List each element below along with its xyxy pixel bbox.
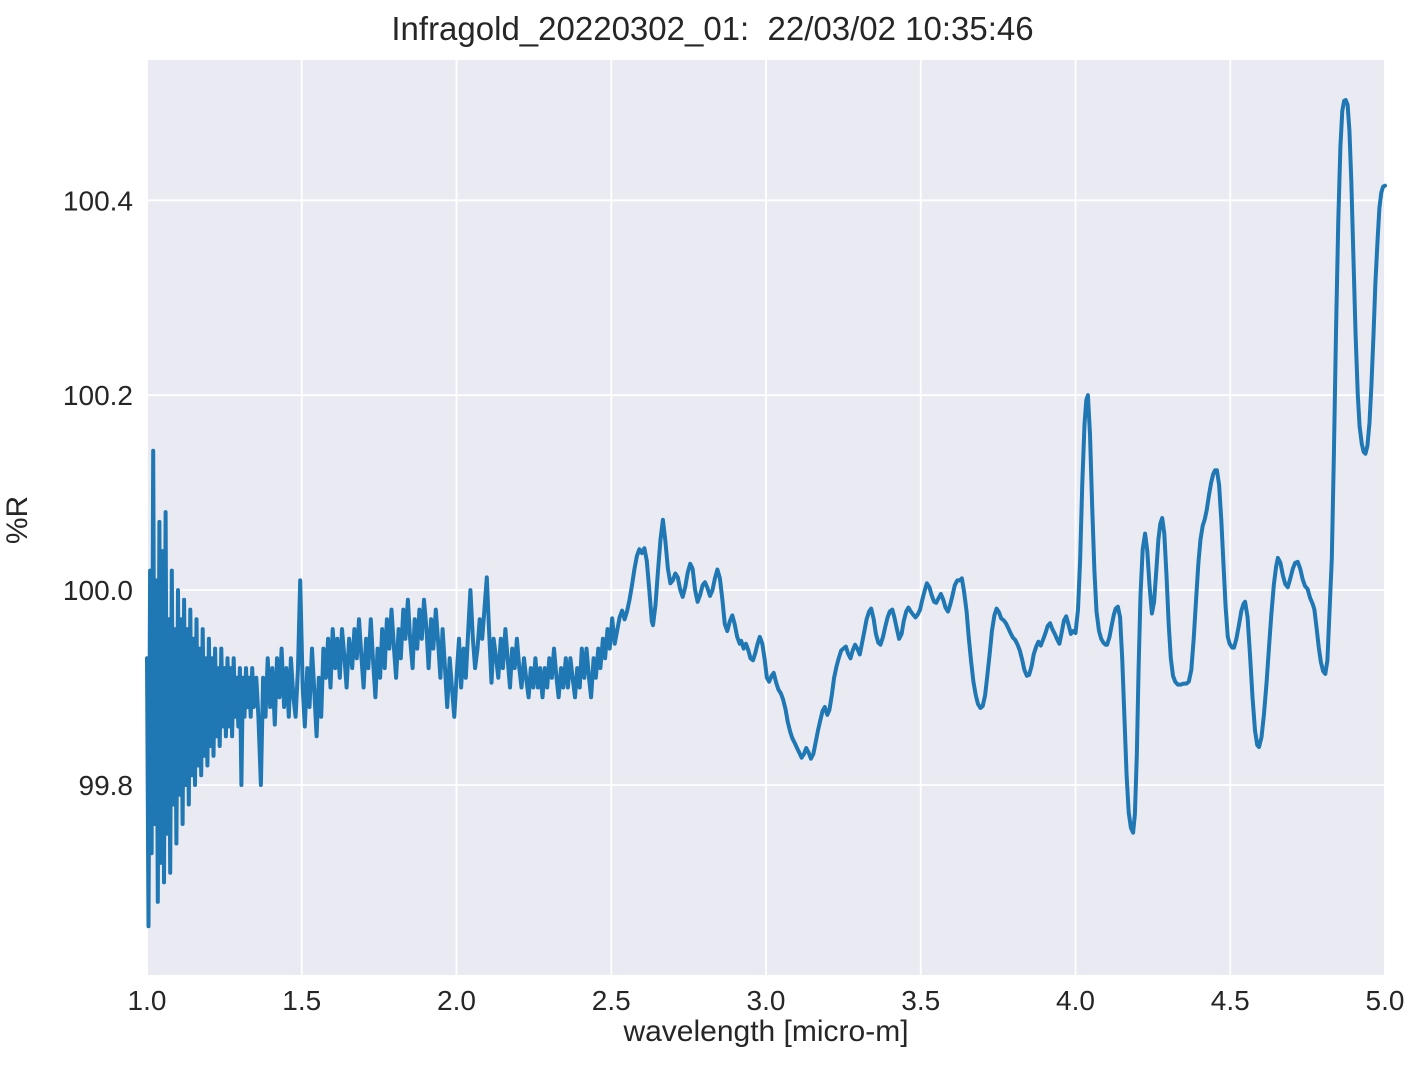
x-tick-label: 5.0 xyxy=(1366,985,1405,1016)
y-tick-label: 100.4 xyxy=(63,185,133,216)
x-tick-label: 1.0 xyxy=(128,985,167,1016)
x-tick-label: 4.5 xyxy=(1211,985,1250,1016)
x-tick-label: 3.0 xyxy=(747,985,786,1016)
x-axis-label: wavelength [micro-m] xyxy=(623,1015,909,1048)
x-tick-label: 2.5 xyxy=(592,985,631,1016)
y-tick-label: 99.8 xyxy=(79,770,134,801)
series-line xyxy=(145,98,1387,929)
chart-title: Infragold_20220302_01: 22/03/02 10:35:46 xyxy=(391,10,1034,47)
y-tick-label: 100.2 xyxy=(63,380,133,411)
tick-labels: 1.0 1.5 2.0 2.5 3.0 3.5 4.0 4.5 5.0 99.8 100.0 100.… xyxy=(63,185,1405,1016)
y-tick-label: 100.0 xyxy=(63,575,133,606)
x-tick-label: 2.0 xyxy=(437,985,476,1016)
x-tick-label: 1.5 xyxy=(282,985,321,1016)
x-tick-label: 3.5 xyxy=(901,985,940,1016)
y-axis-label: %R xyxy=(1,495,34,545)
x-tick-label: 4.0 xyxy=(1056,985,1095,1016)
